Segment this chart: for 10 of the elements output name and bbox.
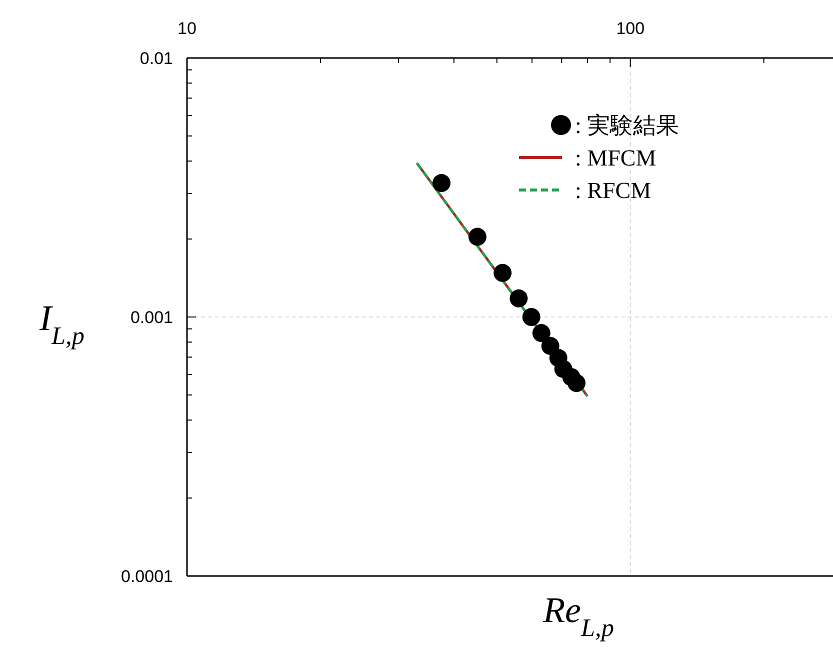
x-tick-label: 100 — [616, 19, 645, 38]
legend-label: : 実験結果 — [575, 113, 680, 138]
y-axis-title: I$_{L,p}$ — [38, 298, 84, 350]
y-tick-label: 0.01 — [140, 49, 173, 68]
legend-label: : MFCM — [575, 146, 656, 170]
x-axis-title: Re$_{L,p}$ — [542, 590, 614, 642]
x-tick-label: 10 — [178, 19, 196, 38]
y-tick-label: 0.001 — [130, 308, 173, 327]
y-tick-label: 0.0001 — [121, 567, 173, 586]
legend-label: : RFCM — [575, 178, 652, 203]
